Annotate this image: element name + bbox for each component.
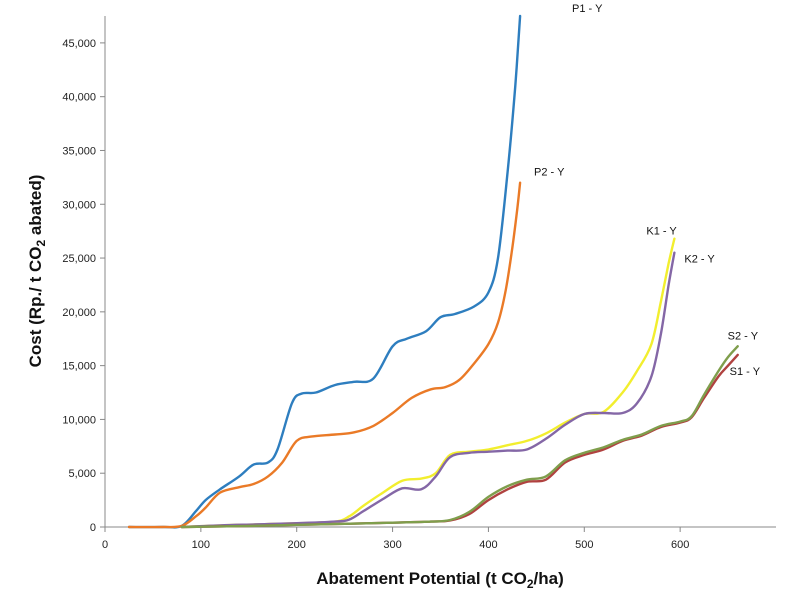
series-line-p1-y	[127, 14, 522, 529]
y-ticks: 0 5,000 10,000 15,000 20,000 25,000 30,000 35,0…	[62, 38, 105, 534]
series-end-label: K1 - Y	[646, 226, 677, 238]
x-tick-label: 400	[479, 539, 497, 551]
series-line-p2-y	[127, 181, 522, 529]
axes	[104, 16, 776, 528]
series-end-label: S2 - Y	[728, 330, 759, 342]
y-tick-label: 30,000	[62, 199, 96, 211]
series-lines	[127, 14, 739, 529]
x-axis-title-sub: 2	[527, 577, 534, 589]
x-axis-title-suffix: /ha)	[534, 569, 564, 588]
y-tick-label: 20,000	[62, 307, 96, 319]
series-line-k2-y	[180, 251, 676, 529]
x-tick-label: 600	[671, 539, 689, 551]
y-tick-label: 5,000	[68, 468, 96, 480]
series-end-label: P1 - Y	[572, 3, 603, 15]
y-tick-label: 10,000	[62, 414, 96, 426]
y-axis-title: Cost (Rp./ t CO2 abated)	[26, 175, 48, 368]
y-tick-label: 35,000	[62, 145, 96, 157]
y-axis-title-prefix: Cost (Rp./ t CO	[26, 246, 45, 367]
x-ticks: 0 100 200 300 400 500 600	[102, 527, 689, 551]
x-axis-title: Abatement Potential (t CO2/ha)	[316, 569, 564, 589]
series-end-label: K2 - Y	[684, 254, 715, 266]
y-tick-label: 45,000	[62, 38, 96, 50]
series-end-label: S1 - Y	[730, 366, 761, 378]
series-labels: P1 - Y P2 - Y K1 - Y K2 - Y S2 - Y S1 - Y	[534, 3, 761, 378]
y-tick-label: 0	[90, 522, 96, 534]
series-end-label: P2 - Y	[534, 167, 565, 179]
y-tick-label: 15,000	[62, 361, 96, 373]
y-axis-title-sub: 2	[34, 239, 48, 246]
y-tick-label: 25,000	[62, 253, 96, 265]
y-tick-label: 40,000	[62, 92, 96, 104]
x-axis-title-prefix: Abatement Potential (t CO	[316, 569, 527, 588]
y-axis-title-suffix: abated)	[26, 175, 45, 240]
x-tick-label: 0	[102, 539, 108, 551]
x-tick-label: 500	[575, 539, 593, 551]
x-tick-label: 200	[288, 539, 306, 551]
x-tick-label: 100	[192, 539, 210, 551]
series-line-s2-y	[180, 345, 739, 529]
x-tick-label: 300	[383, 539, 401, 551]
